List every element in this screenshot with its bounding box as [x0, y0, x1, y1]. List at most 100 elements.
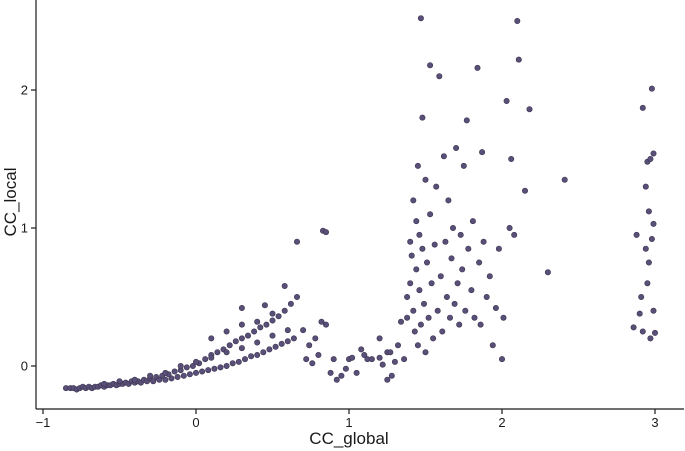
scatter-point — [269, 332, 276, 339]
scatter-point — [638, 293, 645, 300]
scatter-point — [358, 346, 365, 353]
scatter-point — [508, 156, 515, 163]
scatter-point — [428, 280, 435, 287]
scatter-point — [177, 362, 184, 369]
scatter-point — [440, 153, 447, 160]
scatter-point — [443, 293, 450, 300]
scatter-point — [318, 318, 325, 325]
scatter-point — [303, 356, 310, 363]
x-tick-label: 2 — [498, 415, 505, 430]
scatter-point — [217, 364, 224, 371]
x-tick-label: 3 — [651, 415, 658, 430]
scatter-point — [242, 356, 249, 363]
scatter-point — [388, 372, 395, 379]
scatter-point — [457, 231, 464, 238]
scatter-point — [263, 321, 270, 328]
scatter-point — [309, 360, 316, 367]
scatter-point — [186, 371, 193, 378]
scatter-point — [456, 321, 463, 328]
y-tick-label: 2 — [21, 83, 28, 98]
scatter-point — [416, 231, 423, 238]
scatter-point — [162, 376, 169, 383]
scatter-point — [486, 273, 493, 280]
scatter-point — [189, 362, 196, 369]
scatter-point — [462, 307, 469, 314]
scatter-point — [417, 321, 424, 328]
scatter-point — [223, 349, 230, 356]
scatter-point — [342, 365, 349, 372]
scatter-point — [275, 313, 282, 320]
y-tick-label: 1 — [21, 221, 28, 236]
scatter-point — [238, 335, 245, 342]
scatter-point — [327, 369, 334, 376]
scatter-point — [269, 317, 276, 324]
scatter-point — [468, 287, 475, 294]
scatter-point — [515, 56, 522, 63]
scatter-point — [410, 197, 417, 204]
scatter-point — [644, 280, 651, 287]
scatter-point — [281, 282, 288, 289]
scatter-point — [251, 328, 258, 335]
scatter-point — [521, 187, 528, 194]
scatter-point — [500, 314, 507, 321]
scatter-point — [413, 266, 420, 273]
scatter-point — [248, 353, 255, 360]
x-tick-label: 1 — [345, 415, 352, 430]
scatter-point — [477, 321, 484, 328]
scatter-point — [235, 358, 242, 365]
x-tick-label: 0 — [192, 415, 199, 430]
scatter-point — [503, 98, 510, 105]
scatter-point — [650, 150, 657, 157]
scatter-point — [437, 273, 444, 280]
scatter-point — [407, 238, 414, 245]
scatter-point — [376, 354, 383, 361]
scatter-point — [514, 17, 521, 24]
scatter-point — [272, 343, 279, 350]
scatter-point — [480, 238, 487, 245]
scatter-point — [290, 335, 297, 342]
scatter-point — [254, 339, 261, 346]
scatter-point — [414, 162, 421, 169]
scatter-point — [353, 369, 360, 376]
scatter-point — [498, 356, 505, 363]
scatter-point — [420, 300, 427, 307]
scatter-point — [479, 149, 486, 156]
scatter-point — [284, 327, 291, 334]
scatter-point — [465, 245, 472, 252]
scatter-point — [639, 104, 646, 111]
scatter-point — [404, 293, 411, 300]
scatter-point — [281, 307, 288, 314]
scatter-point — [214, 349, 221, 356]
scatter-point — [483, 293, 490, 300]
scatter-point — [471, 314, 478, 321]
scatter-point — [349, 354, 356, 361]
scatter-point — [506, 225, 513, 232]
scatter-point — [150, 378, 157, 385]
scatter-point — [544, 269, 551, 276]
scatter-point — [254, 351, 261, 358]
scatter-point — [489, 342, 496, 349]
scatter-point — [451, 300, 458, 307]
scatter-point — [391, 358, 398, 365]
scatter-point — [417, 15, 424, 22]
scatter-point — [639, 328, 646, 335]
scatter-point — [205, 367, 212, 374]
scatter-point — [278, 340, 285, 347]
scatter-point — [269, 310, 276, 317]
points-layer — [62, 15, 658, 393]
scatter-point — [312, 335, 319, 342]
x-axis-title: CC_global — [309, 429, 388, 448]
scatter-point — [453, 145, 460, 152]
scatter-point — [410, 307, 417, 314]
scatter-point — [245, 332, 252, 339]
scatter-point — [226, 342, 233, 349]
scatter-point — [238, 345, 245, 352]
scatter-point — [633, 231, 640, 238]
scatter-point — [293, 238, 300, 245]
scatter-point — [238, 304, 245, 311]
scatter-point — [223, 328, 230, 335]
scatter-point — [561, 176, 568, 183]
y-ticks: 0 1 2 — [21, 83, 36, 374]
scatter-point — [495, 245, 502, 252]
